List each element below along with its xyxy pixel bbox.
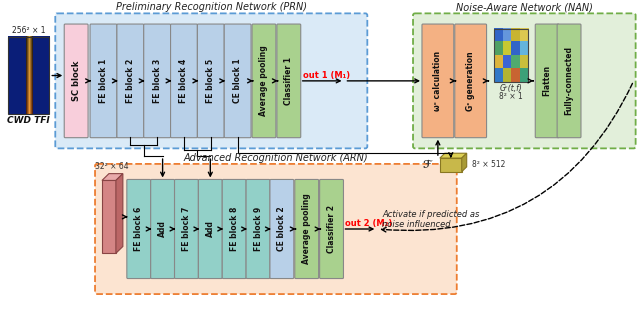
Polygon shape [440, 153, 467, 158]
FancyBboxPatch shape [175, 179, 198, 279]
Text: ℱ: ℱ [423, 160, 432, 170]
FancyBboxPatch shape [95, 164, 457, 294]
Text: out 1 (M₁): out 1 (M₁) [303, 71, 350, 80]
Text: FE block 9: FE block 9 [253, 207, 262, 251]
Text: 256² × 1: 256² × 1 [12, 26, 45, 35]
FancyBboxPatch shape [150, 179, 175, 279]
FancyBboxPatch shape [295, 179, 319, 279]
FancyBboxPatch shape [277, 24, 301, 138]
FancyBboxPatch shape [422, 24, 454, 138]
FancyBboxPatch shape [252, 24, 276, 138]
Text: out 2 (M₂): out 2 (M₂) [346, 219, 393, 228]
Text: 8² × 1: 8² × 1 [499, 92, 523, 101]
Text: FE block 2: FE block 2 [126, 59, 135, 103]
Text: FE block 7: FE block 7 [182, 207, 191, 251]
Text: Add: Add [158, 220, 167, 237]
FancyBboxPatch shape [55, 13, 367, 148]
Text: FE block 1: FE block 1 [99, 59, 108, 103]
FancyBboxPatch shape [197, 24, 224, 138]
Text: Add: Add [206, 220, 215, 237]
Text: Noise-Aware Network (NAN): Noise-Aware Network (NAN) [456, 2, 593, 12]
Text: Average pooling: Average pooling [259, 45, 268, 116]
Text: Flatten: Flatten [543, 65, 552, 96]
FancyBboxPatch shape [90, 24, 117, 138]
Text: FE block 8: FE block 8 [230, 207, 239, 251]
FancyBboxPatch shape [144, 24, 170, 138]
Text: 8² × 512: 8² × 512 [472, 160, 505, 169]
Polygon shape [102, 174, 123, 180]
Text: ωᶜ calculation: ωᶜ calculation [433, 51, 442, 111]
FancyBboxPatch shape [64, 24, 88, 138]
FancyBboxPatch shape [170, 24, 197, 138]
Polygon shape [116, 174, 123, 253]
Text: FE block 4: FE block 4 [179, 59, 188, 103]
Text: Preliminary Recognition Network (PRN): Preliminary Recognition Network (PRN) [116, 2, 307, 12]
FancyBboxPatch shape [535, 24, 559, 138]
FancyBboxPatch shape [224, 24, 251, 138]
FancyBboxPatch shape [127, 179, 150, 279]
Text: Gᶜ(t,f): Gᶜ(t,f) [500, 84, 522, 93]
FancyBboxPatch shape [270, 179, 294, 279]
FancyBboxPatch shape [319, 179, 344, 279]
FancyBboxPatch shape [117, 24, 144, 138]
Text: Gᶜ generation: Gᶜ generation [466, 51, 475, 111]
Text: SC block: SC block [72, 61, 81, 101]
Bar [102, 180, 116, 253]
Text: FE block 5: FE block 5 [206, 59, 215, 103]
FancyBboxPatch shape [198, 179, 222, 279]
Bar [493, 29, 528, 82]
FancyBboxPatch shape [222, 179, 246, 279]
Bar [8, 37, 49, 114]
Bar [440, 158, 461, 172]
FancyBboxPatch shape [455, 24, 486, 138]
Text: Activate if predicted as
noise influenced: Activate if predicted as noise influence… [382, 210, 479, 229]
FancyBboxPatch shape [246, 179, 270, 279]
FancyBboxPatch shape [557, 24, 581, 138]
Text: CWD TFI: CWD TFI [7, 116, 50, 125]
Text: FE block 3: FE block 3 [153, 59, 162, 103]
Text: 32² × 64: 32² × 64 [95, 162, 129, 171]
Text: Advanced Recognition Network (ARN): Advanced Recognition Network (ARN) [184, 153, 368, 163]
Polygon shape [461, 153, 467, 172]
FancyBboxPatch shape [413, 13, 636, 148]
Text: Classifier 1: Classifier 1 [284, 57, 293, 105]
Text: Fully-connected: Fully-connected [564, 46, 573, 115]
Text: Classifier 2: Classifier 2 [327, 205, 336, 253]
Text: Average pooling: Average pooling [302, 194, 311, 264]
Text: FE block 6: FE block 6 [134, 207, 143, 251]
Text: CE block 2: CE block 2 [277, 207, 286, 251]
Text: CE block 1: CE block 1 [233, 58, 242, 103]
FancyArrowPatch shape [381, 83, 632, 232]
